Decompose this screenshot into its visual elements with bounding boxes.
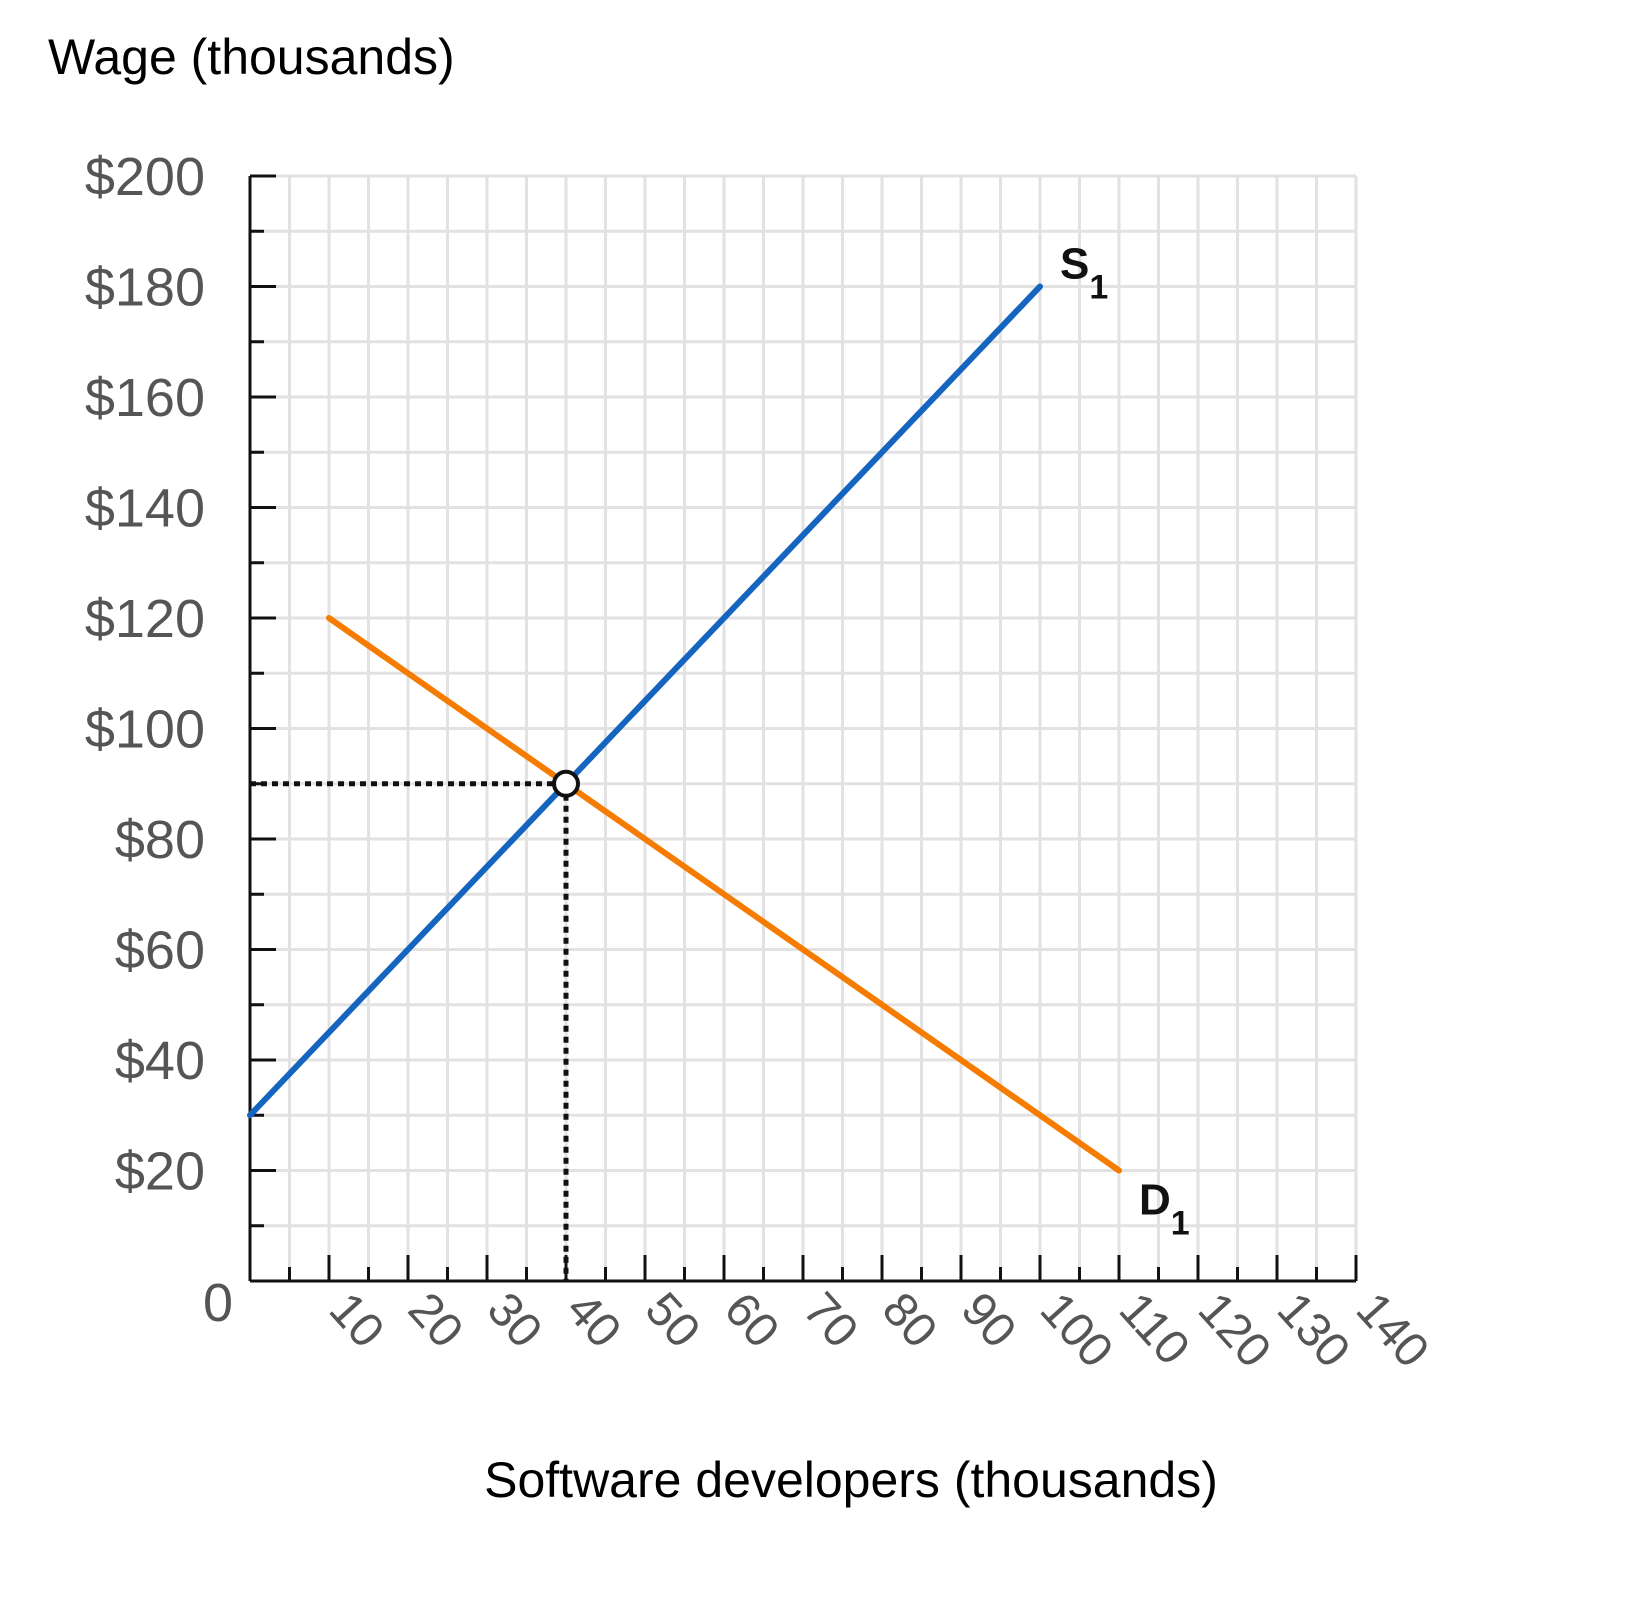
- x-tick-label: 60: [714, 1283, 789, 1358]
- x-axis-label: Software developers (thousands): [484, 1452, 1218, 1508]
- x-tick-label: 140: [1346, 1283, 1439, 1378]
- y-tick-label: $60: [115, 921, 205, 981]
- series: S1 D1: [247, 240, 1190, 1243]
- y-tick-label: $200: [85, 147, 205, 207]
- grid: [250, 174, 1358, 1281]
- s1-label: S1: [1060, 240, 1108, 307]
- d1-label: D1: [1139, 1176, 1190, 1243]
- y-tick-label: $20: [115, 1142, 205, 1202]
- markers: [552, 769, 580, 798]
- y-tick-label: $120: [85, 589, 205, 649]
- x-tick-label: 130: [1267, 1283, 1360, 1378]
- x-tick-label: 10: [319, 1283, 394, 1358]
- x-tick-label: 110: [1109, 1283, 1200, 1375]
- y-tick-label: $180: [85, 258, 205, 318]
- x-tick-label: 90: [951, 1283, 1026, 1358]
- y-axis-label: Wage (thousands): [48, 29, 455, 85]
- tick-labels: 0 $20 $40 $60 $80 $100 $120 $140 $160 $180 $200 10 2…: [85, 147, 1439, 1378]
- axes: [248, 174, 1358, 1283]
- x-tick-label: 100: [1030, 1283, 1123, 1378]
- d1-curve: [326, 615, 1122, 1174]
- x-tick-label: 20: [398, 1283, 473, 1358]
- y-tick-label: $140: [85, 479, 205, 539]
- y-tick-label: 0: [203, 1273, 233, 1333]
- x-tick-label: 80: [872, 1283, 947, 1358]
- equilibrium-guides: [250, 781, 569, 1281]
- x-tick-label: 50: [635, 1283, 710, 1358]
- x-tick-label: 40: [556, 1283, 631, 1358]
- s1-curve: [247, 283, 1043, 1119]
- equilibrium-point: [552, 769, 580, 798]
- x-tick-label: 30: [477, 1283, 552, 1358]
- y-tick-label: $40: [115, 1031, 205, 1091]
- y-tick-label: $160: [85, 368, 205, 428]
- y-tick-label: $100: [85, 700, 205, 760]
- x-tick-label: 70: [793, 1283, 868, 1358]
- x-tick-label: 120: [1188, 1283, 1281, 1378]
- y-tick-label: $80: [115, 810, 205, 870]
